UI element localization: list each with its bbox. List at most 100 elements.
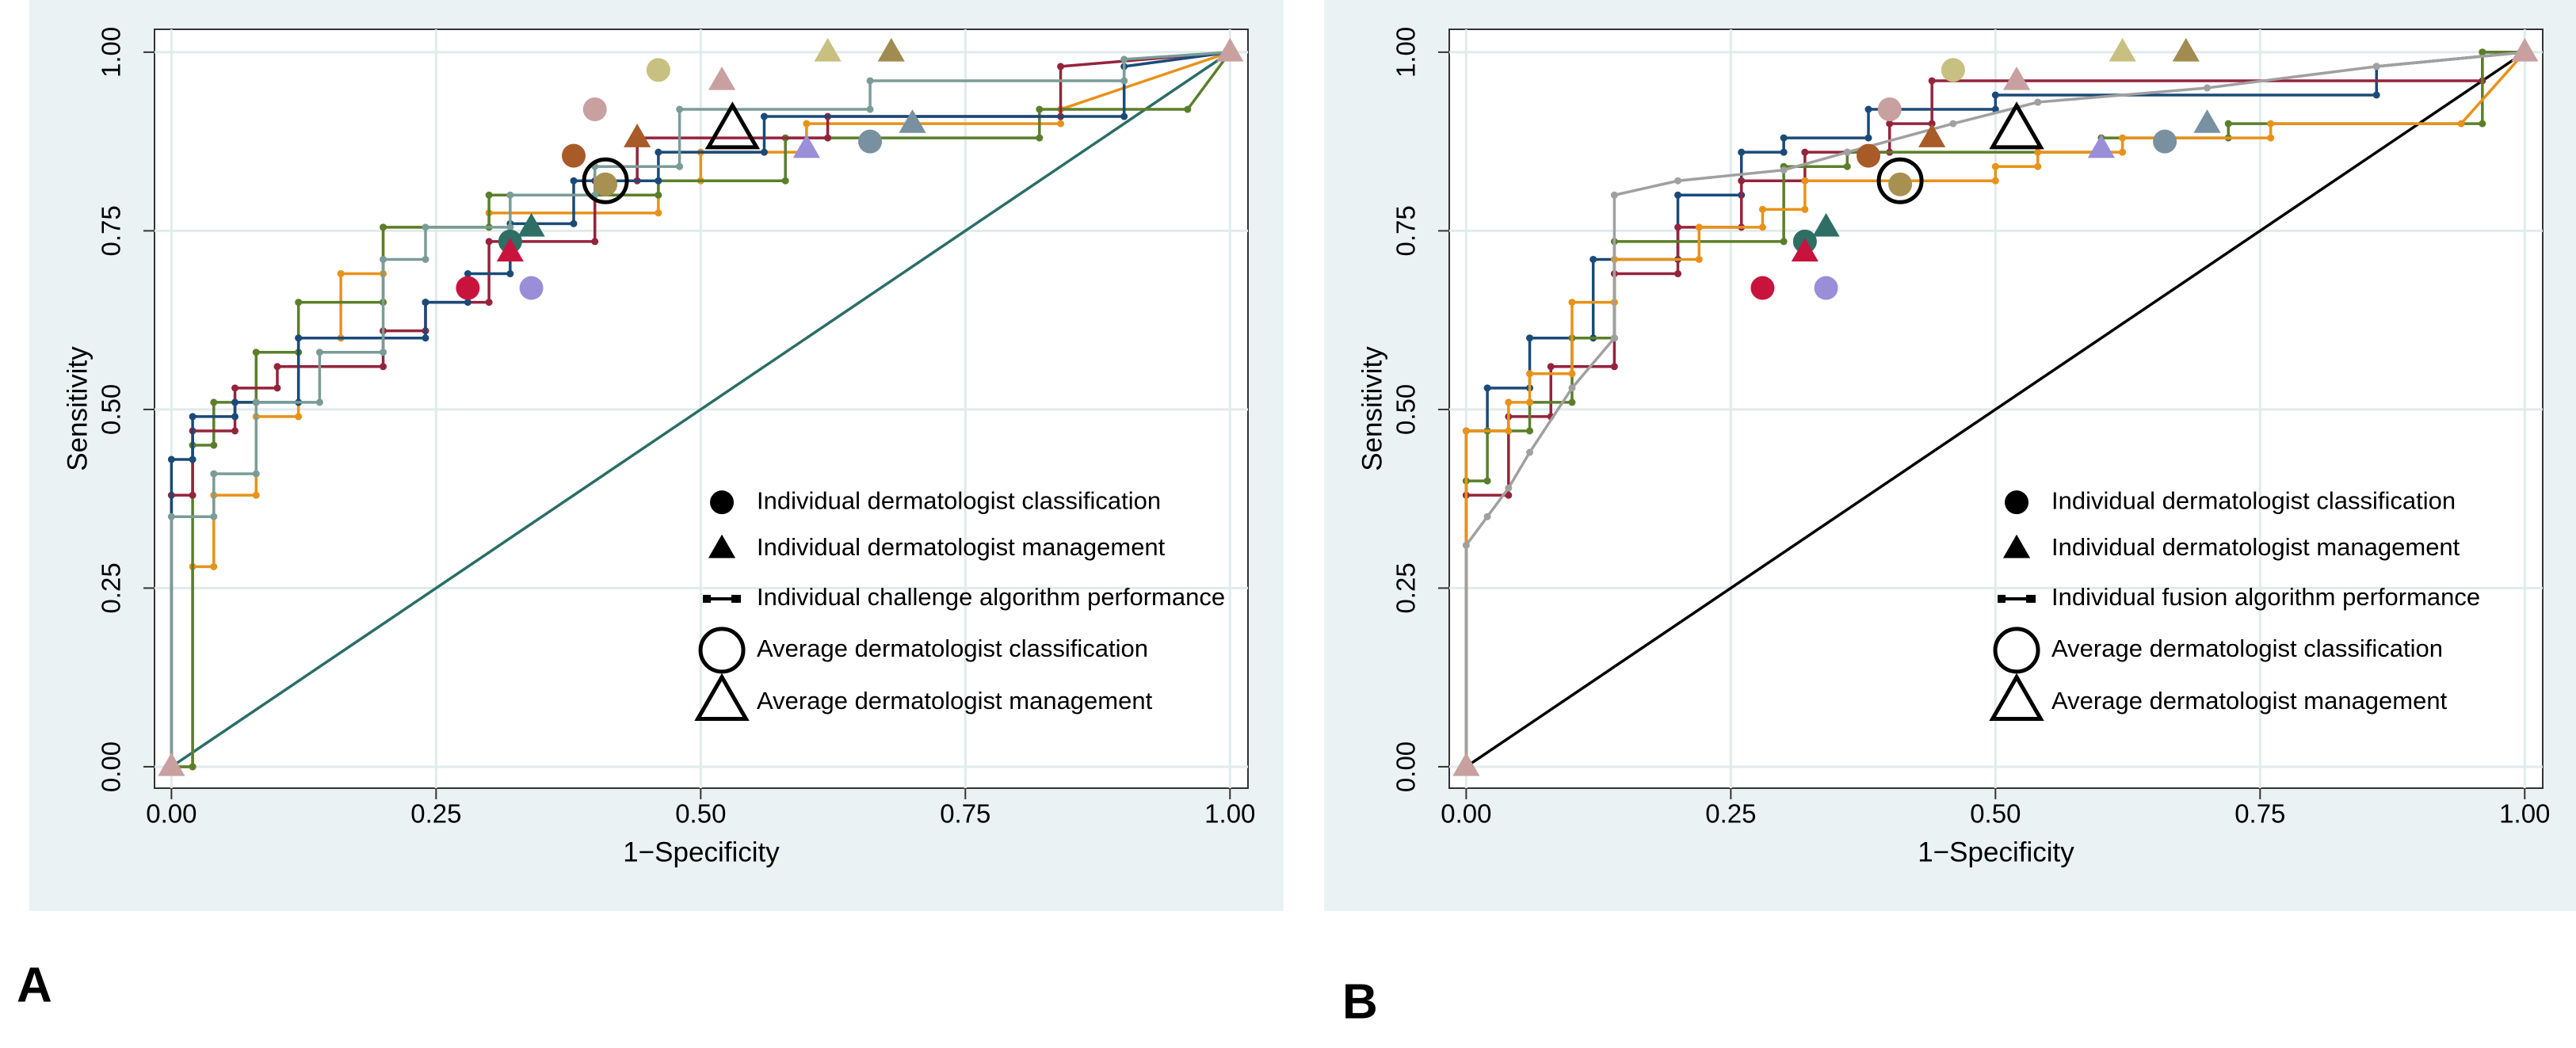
roc-point [1120,55,1128,63]
marker-circle [1750,276,1775,300]
roc-point [2119,148,2127,156]
marker-open-circle [582,157,629,204]
marker-triangle [792,134,821,158]
y-tick-label: 0.75 [1391,205,1421,256]
roc-point [1949,120,1957,128]
roc-point [1780,148,1788,156]
roc-point [1526,334,1534,342]
y-tick-label: 1.00 [97,27,126,78]
roc-point [315,398,323,406]
x-tick-label: 1.00 [1204,799,1255,829]
roc-point [1057,120,1065,128]
roc-point [1886,120,1894,128]
roc-point [2479,48,2486,56]
legend-label: Average dermatologist management [757,687,1153,715]
roc-point [1568,299,1576,307]
roc-curve [1464,51,2525,767]
roc-point [485,299,493,307]
marker-open-circle [1993,627,2040,674]
roc-point [654,191,662,199]
legend-label: Individual fusion algorithm performance [2051,583,2480,611]
roc-point [485,238,493,246]
legend-label: Individual dermatologist management [757,533,1166,561]
marker-triangle [877,37,905,62]
roc-point [2479,120,2486,128]
roc-point [866,77,874,85]
roc-point [1738,148,1746,156]
roc-point [1780,238,1788,246]
roc-point [1036,134,1044,142]
roc-point [1780,134,1788,142]
marker-open-triangle [704,101,761,150]
x-tick-label: 0.25 [410,799,461,829]
roc-point [273,363,281,371]
roc-point [2034,162,2042,170]
marker-open-triangle [1989,673,2044,722]
panel-label: B [1342,974,1378,1029]
roc-point [2224,120,2232,128]
roc-point [210,470,218,478]
roc-point [1758,223,1766,231]
roc-point [2034,98,2042,106]
x-tick-label: 0.75 [2234,799,2285,829]
x-axis-title: 1−Specificity [1918,836,2074,867]
roc-point [1674,177,1682,185]
roc-point [2267,134,2275,142]
legend-label: Individual dermatologist classification [2051,486,2456,514]
y-tick-label: 0.00 [97,741,126,792]
roc-point [252,470,260,478]
marker-circle [562,143,586,168]
roc-point [1526,448,1534,456]
marker-triangle [708,534,736,558]
roc-point [1610,334,1618,342]
roc-point [2267,120,2275,128]
roc-point [1462,427,1470,435]
marker-triangle [2109,37,2136,62]
x-tick-label: 1.00 [2499,799,2550,829]
roc-point [189,763,197,771]
roc-point [506,270,514,278]
roc-point [1505,427,1513,435]
roc-point [210,398,218,406]
roc-point [1780,166,1788,174]
roc-point [295,299,303,307]
roc-point [189,491,197,499]
marker-triangle [2172,37,2200,62]
roc-point [380,223,387,231]
roc-point [2457,120,2465,128]
roc-point [760,112,768,120]
roc-point [570,177,578,185]
legend-label: Individual dermatologist management [2051,533,2460,561]
roc-point [189,455,197,463]
legend-label: Average dermatologist management [2051,687,2448,715]
roc-point [2034,148,2042,156]
marker-circle [1814,276,1838,300]
roc-point [380,255,387,263]
y-tick-label: 0.00 [1391,741,1421,792]
roc-point [676,162,684,170]
y-axis-title: Sensitivity [62,346,93,471]
roc-point [1843,148,1851,156]
roc-point [506,223,514,231]
y-tick-label: 0.50 [1391,384,1421,435]
roc-point [231,413,239,421]
roc-point [1184,105,1192,113]
roc-point [380,349,387,356]
y-tick-label: 0.25 [1391,562,1421,613]
marker-triangle [708,66,736,90]
marker-circle [1888,172,1913,196]
legend-dot [731,594,742,603]
roc-point [654,177,662,185]
roc-point [1695,223,1703,231]
marker-triangle [158,752,185,776]
marker-triangle [899,109,926,133]
roc-point [315,349,323,356]
roc-point [1674,223,1682,231]
roc-point [1610,191,1618,199]
roc-point [252,491,260,499]
roc-point [654,209,662,217]
roc-point [380,363,387,371]
roc-point [1674,191,1682,199]
roc-point [1695,255,1703,263]
roc-point [210,441,218,449]
